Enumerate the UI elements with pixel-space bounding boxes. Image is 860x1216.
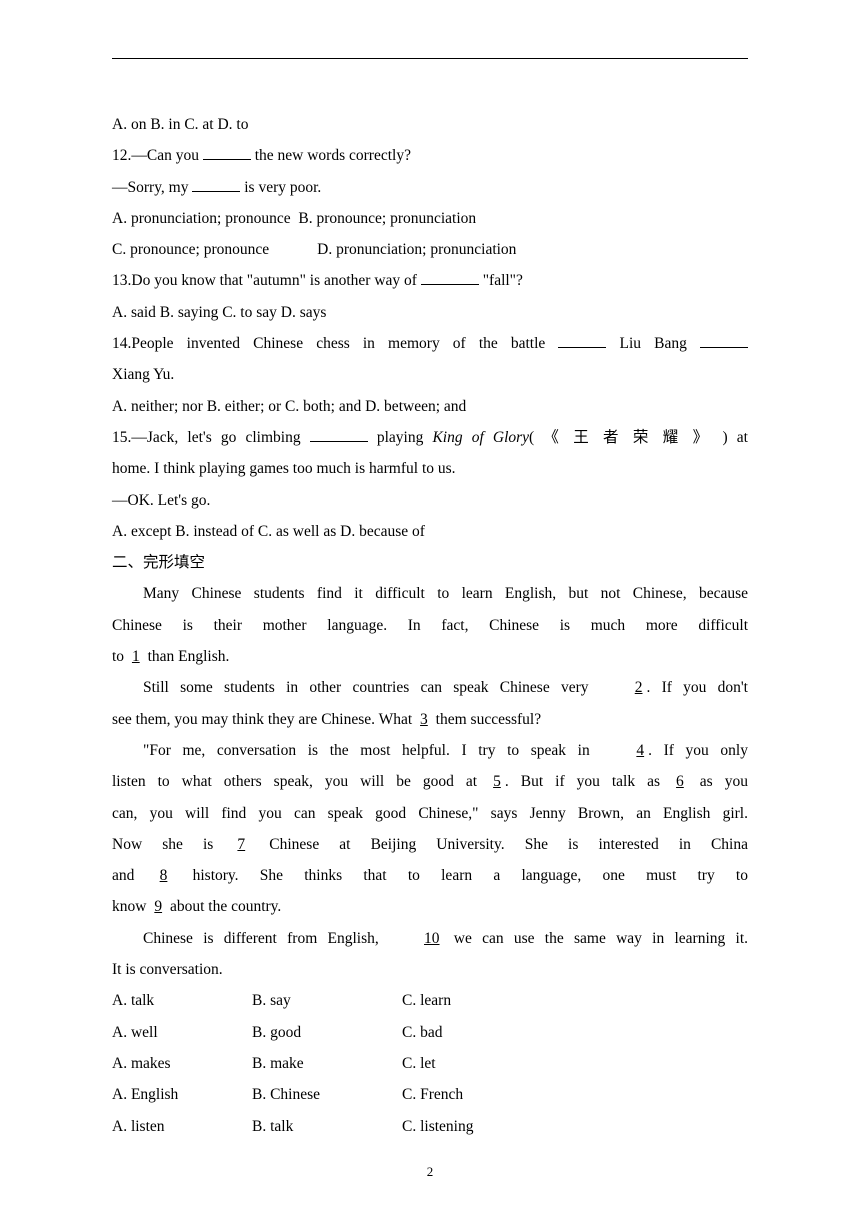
p1-l3: to 1 than English. <box>112 641 748 672</box>
cloze-row-5: A. listenB. talkC. listening <box>112 1111 748 1142</box>
p3-l6: know 9 about the country. <box>112 891 748 922</box>
top-rule <box>112 58 748 59</box>
p2-l1: Still some students in other countries c… <box>112 672 748 703</box>
q15-line1: 15.—Jack, let's go climbing playing King… <box>112 422 748 453</box>
p3-l4: Now she is 7 Chinese at Beijing Universi… <box>112 829 748 860</box>
q13-opts: A. said B. saying C. to say D. says <box>112 297 748 328</box>
q15-opts: A. except B. instead of C. as well as D.… <box>112 516 748 547</box>
p3-l3: can, you will find you can speak good Ch… <box>112 798 748 829</box>
p4-l1: Chinese is different from English, 10 we… <box>112 923 748 954</box>
q12-opts-cd: C. pronounce; pronounceD. pronunciation;… <box>112 234 748 265</box>
q12-line2: —Sorry, my is very poor. <box>112 172 748 203</box>
section-2-title: 二、完形填空 <box>112 547 748 578</box>
p4-l2: It is conversation. <box>112 954 748 985</box>
q12-opts-ab: A. pronunciation; pronounce B. pronounce… <box>112 203 748 234</box>
cloze-row-3: A. makesB. makeC. let <box>112 1048 748 1079</box>
p1-l1: Many Chinese students find it difficult … <box>112 578 748 609</box>
q15-line2: home. I think playing games too much is … <box>112 453 748 484</box>
q13-line1: 13.Do you know that "autumn" is another … <box>112 265 748 296</box>
cloze-row-4: A. EnglishB. ChineseC. French <box>112 1079 748 1110</box>
cloze-row-2: A. wellB. goodC. bad <box>112 1017 748 1048</box>
q14-opts: A. neither; nor B. either; or C. both; a… <box>112 391 748 422</box>
p3-l2: listen to what others speak, you will be… <box>112 766 748 797</box>
p2-l2: see them, you may think they are Chinese… <box>112 704 748 735</box>
p3-l1: "For me, conversation is the most helpfu… <box>112 735 748 766</box>
document-page: A. on B. in C. at D. to 12.—Can you the … <box>0 0 860 1216</box>
q15-line3: —OK. Let's go. <box>112 485 748 516</box>
p3-l5: and 8 history. She thinks that to learn … <box>112 860 748 891</box>
q11-options: A. on B. in C. at D. to <box>112 109 748 140</box>
p1-l2: Chinese is their mother language. In fac… <box>112 610 748 641</box>
q14-line2: Xiang Yu. <box>112 359 748 390</box>
q12-line1: 12.—Can you the new words correctly? <box>112 140 748 171</box>
q14-line1: 14.People invented Chinese chess in memo… <box>112 328 748 359</box>
page-number: 2 <box>0 1164 860 1180</box>
cloze-row-1: A. talkB. sayC. learn <box>112 985 748 1016</box>
